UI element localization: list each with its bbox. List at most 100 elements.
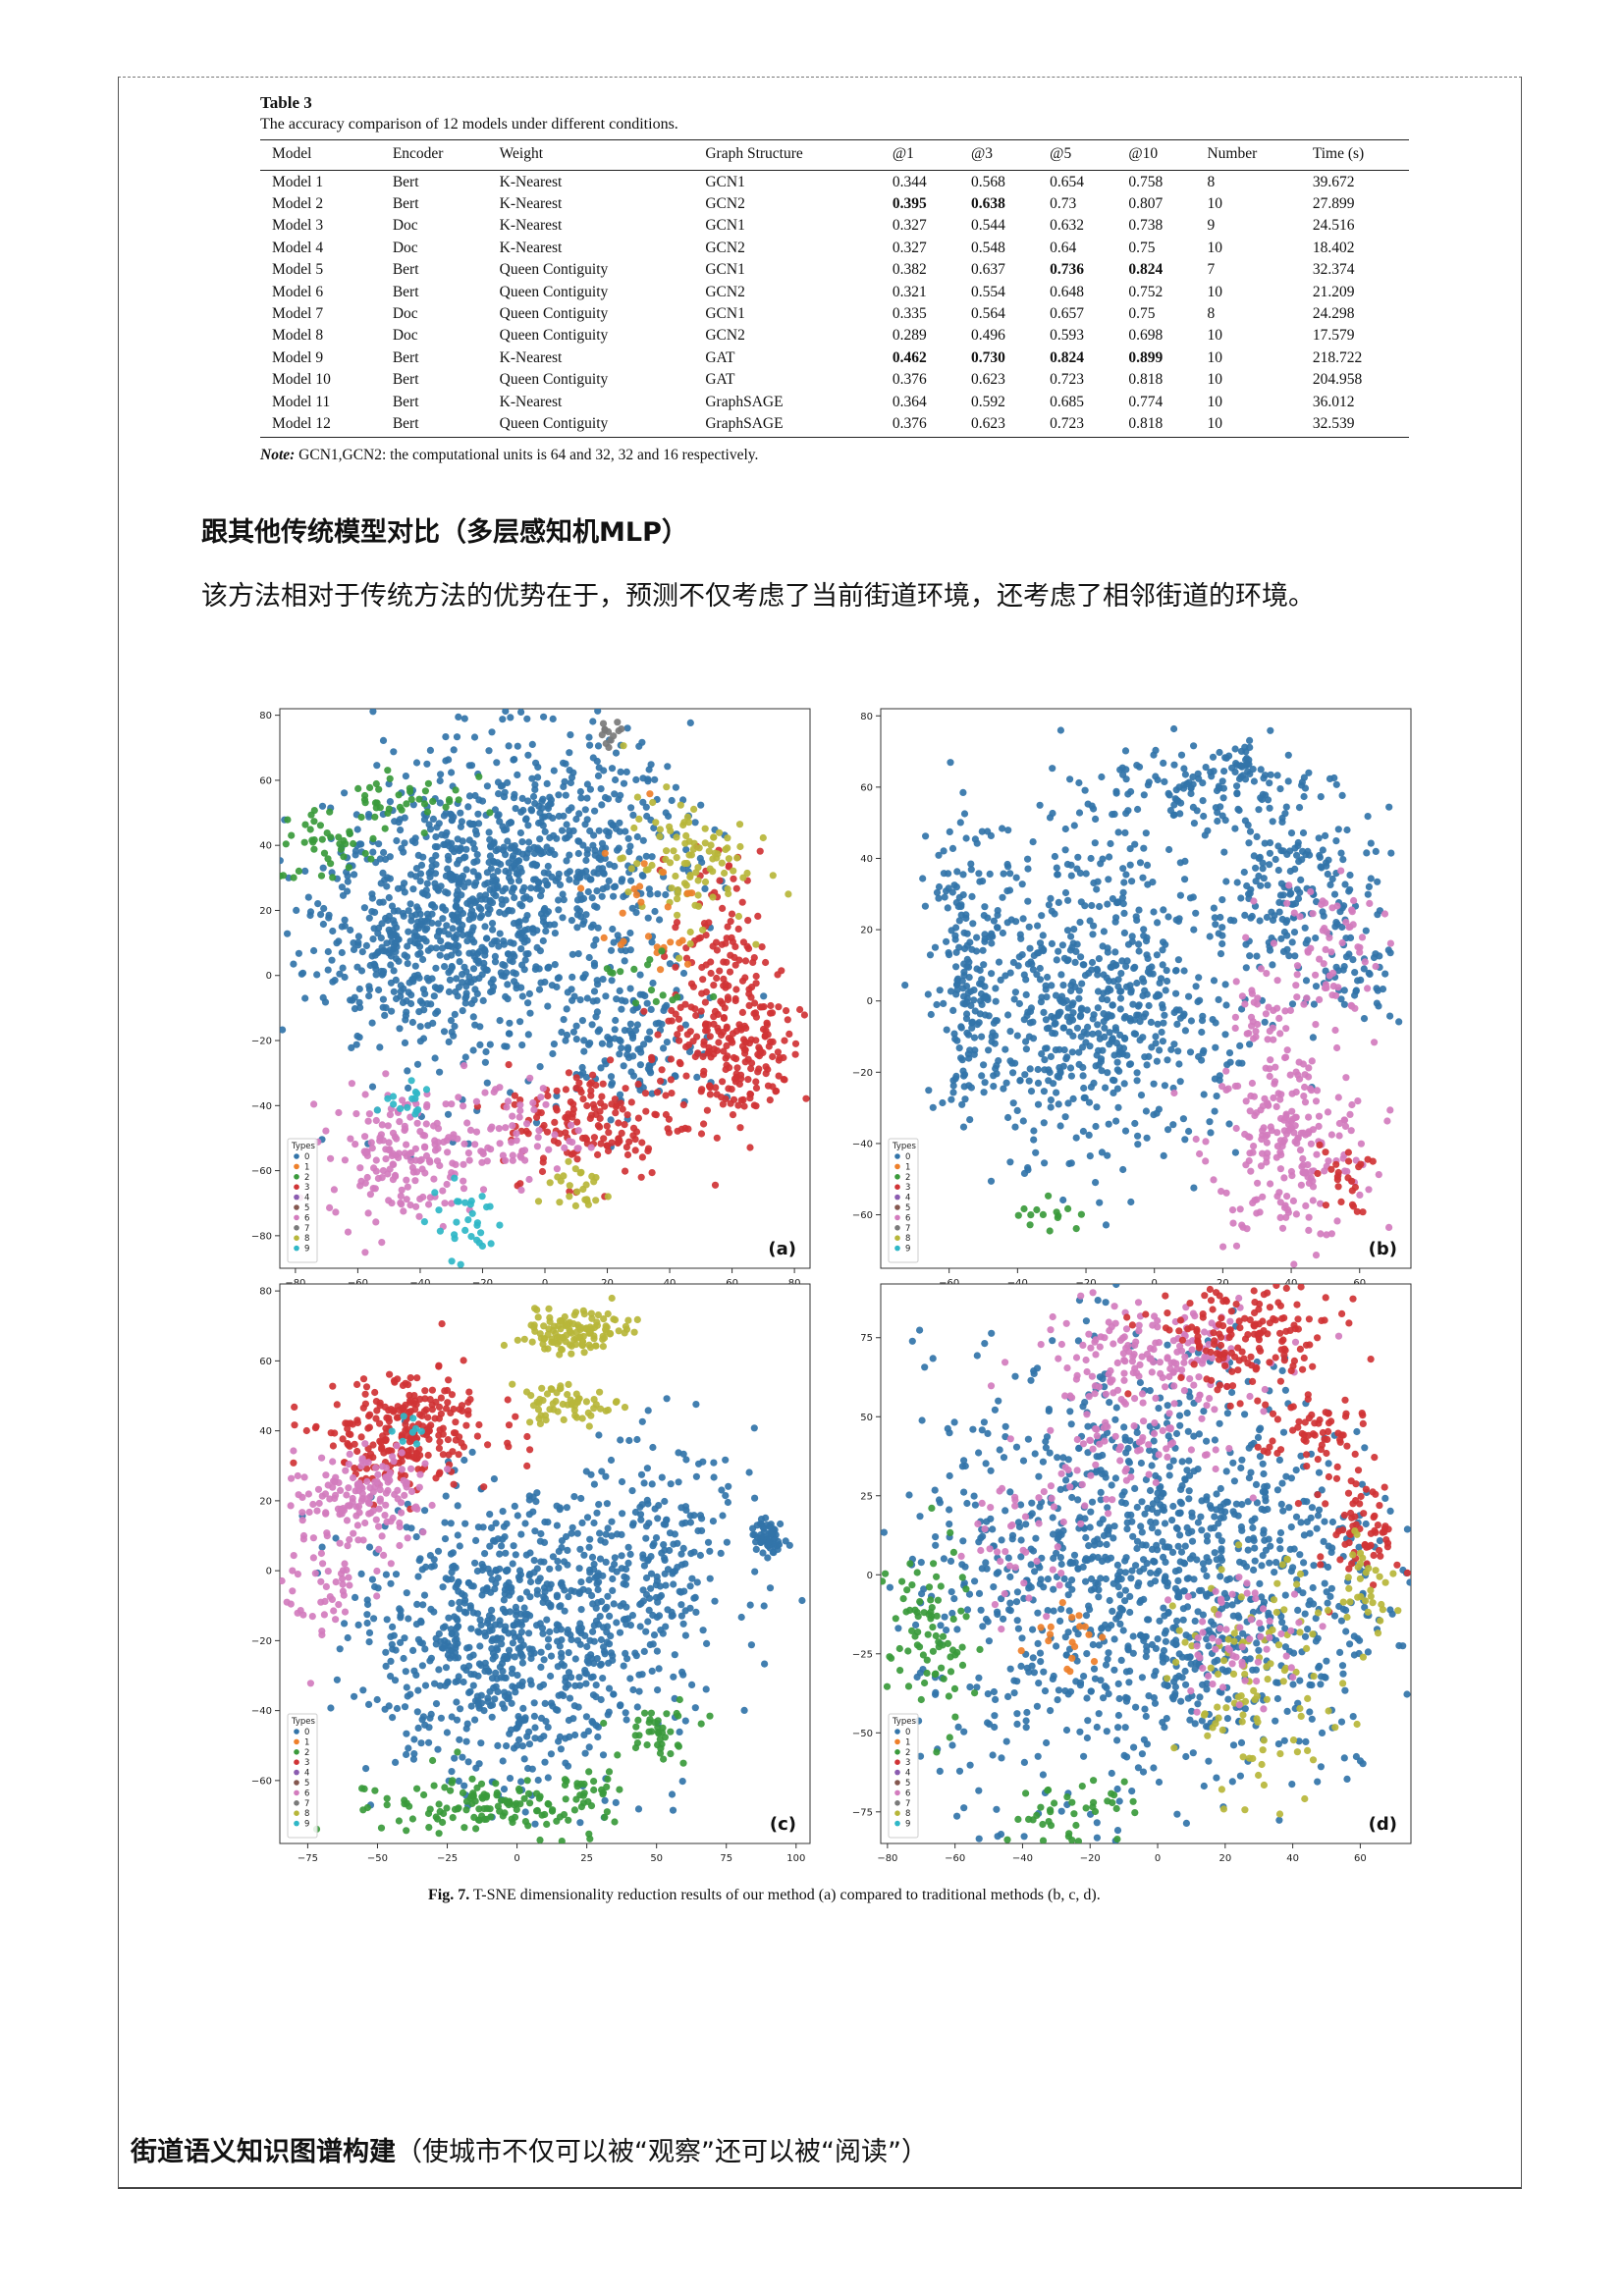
data-point xyxy=(565,1593,572,1601)
data-point xyxy=(1303,994,1311,1002)
data-point xyxy=(1013,1106,1021,1114)
data-point xyxy=(738,1008,746,1016)
data-point xyxy=(461,1053,469,1061)
data-point xyxy=(442,888,450,896)
data-point xyxy=(470,821,478,828)
data-point xyxy=(658,1066,666,1074)
data-point xyxy=(1304,847,1312,855)
data-point xyxy=(623,1716,630,1724)
data-point xyxy=(320,849,329,857)
legend-label: 4 xyxy=(905,1194,910,1203)
data-point xyxy=(1257,881,1265,889)
data-point xyxy=(503,1520,511,1527)
data-point xyxy=(1022,1038,1030,1045)
data-point xyxy=(1250,897,1258,905)
data-point xyxy=(1179,1115,1187,1123)
table-cell: 0.818 xyxy=(1128,371,1164,389)
data-point xyxy=(1256,853,1264,861)
data-point xyxy=(955,917,963,925)
data-point xyxy=(952,963,960,971)
data-point xyxy=(537,892,545,900)
data-point xyxy=(488,940,496,948)
data-point xyxy=(439,903,447,911)
data-point xyxy=(514,742,521,750)
data-point xyxy=(752,940,760,948)
legend-marker xyxy=(294,1214,299,1221)
data-point xyxy=(1150,1080,1158,1088)
data-point xyxy=(769,1052,777,1061)
data-point xyxy=(742,1039,750,1046)
data-point xyxy=(1054,1213,1061,1221)
data-point xyxy=(1253,952,1261,960)
data-point xyxy=(624,1043,632,1051)
data-point xyxy=(544,1002,552,1010)
data-point xyxy=(397,992,405,1000)
data-point xyxy=(1109,1035,1116,1042)
data-point xyxy=(1211,914,1218,922)
data-point xyxy=(325,911,333,919)
data-point xyxy=(403,1750,410,1758)
data-point xyxy=(683,859,691,868)
data-point xyxy=(415,795,423,803)
data-point xyxy=(370,960,378,968)
data-point xyxy=(511,790,518,798)
table-cell: Model 4 xyxy=(272,239,324,256)
data-point xyxy=(1334,1094,1342,1101)
data-point xyxy=(585,1543,593,1551)
data-point xyxy=(1270,939,1277,947)
data-point xyxy=(460,1782,468,1789)
data-point xyxy=(1064,1004,1072,1012)
table-cell: 0.592 xyxy=(971,393,1005,410)
data-point xyxy=(534,763,542,772)
data-point xyxy=(402,1668,409,1676)
data-point xyxy=(354,933,362,940)
data-point xyxy=(477,1691,485,1699)
data-point xyxy=(1276,785,1284,793)
data-point xyxy=(559,914,567,922)
data-point xyxy=(369,709,377,716)
data-point xyxy=(298,969,307,977)
data-point xyxy=(556,1504,564,1512)
data-point xyxy=(456,1542,463,1550)
data-point xyxy=(550,1041,558,1048)
table-cell: Model 3 xyxy=(272,217,324,235)
data-point xyxy=(1233,790,1241,798)
data-point xyxy=(732,1055,740,1063)
legend-marker xyxy=(894,1235,900,1241)
data-point xyxy=(716,877,724,884)
table-cell: 0.289 xyxy=(892,327,927,345)
table-cell: Bert xyxy=(392,261,419,279)
data-point xyxy=(973,965,981,973)
data-point xyxy=(652,819,660,827)
data-point xyxy=(321,998,330,1006)
data-point xyxy=(387,1632,395,1640)
data-point xyxy=(1225,1120,1233,1128)
data-point xyxy=(461,999,469,1007)
data-point xyxy=(638,1153,646,1161)
data-point xyxy=(1257,766,1265,774)
data-point xyxy=(739,874,747,881)
data-point xyxy=(1312,1097,1321,1105)
data-point xyxy=(443,1729,451,1736)
data-point xyxy=(537,1529,545,1538)
data-point xyxy=(1314,1169,1322,1178)
data-point xyxy=(1315,1112,1324,1120)
data-point xyxy=(413,1119,421,1127)
data-point xyxy=(583,850,591,858)
data-point xyxy=(499,1757,507,1765)
data-point xyxy=(673,833,680,841)
data-point xyxy=(568,1523,576,1531)
data-point xyxy=(385,1146,393,1154)
data-point xyxy=(647,1584,655,1592)
data-point xyxy=(527,807,536,815)
data-point xyxy=(1052,991,1060,999)
data-point xyxy=(706,1091,714,1098)
data-point xyxy=(1207,769,1215,776)
data-point xyxy=(1222,1001,1230,1009)
data-point xyxy=(1176,891,1184,899)
data-point xyxy=(488,1606,496,1614)
data-point xyxy=(557,1177,565,1185)
data-point xyxy=(1295,1058,1303,1066)
table-cell: 0.623 xyxy=(971,371,1005,389)
data-point xyxy=(520,1147,529,1154)
